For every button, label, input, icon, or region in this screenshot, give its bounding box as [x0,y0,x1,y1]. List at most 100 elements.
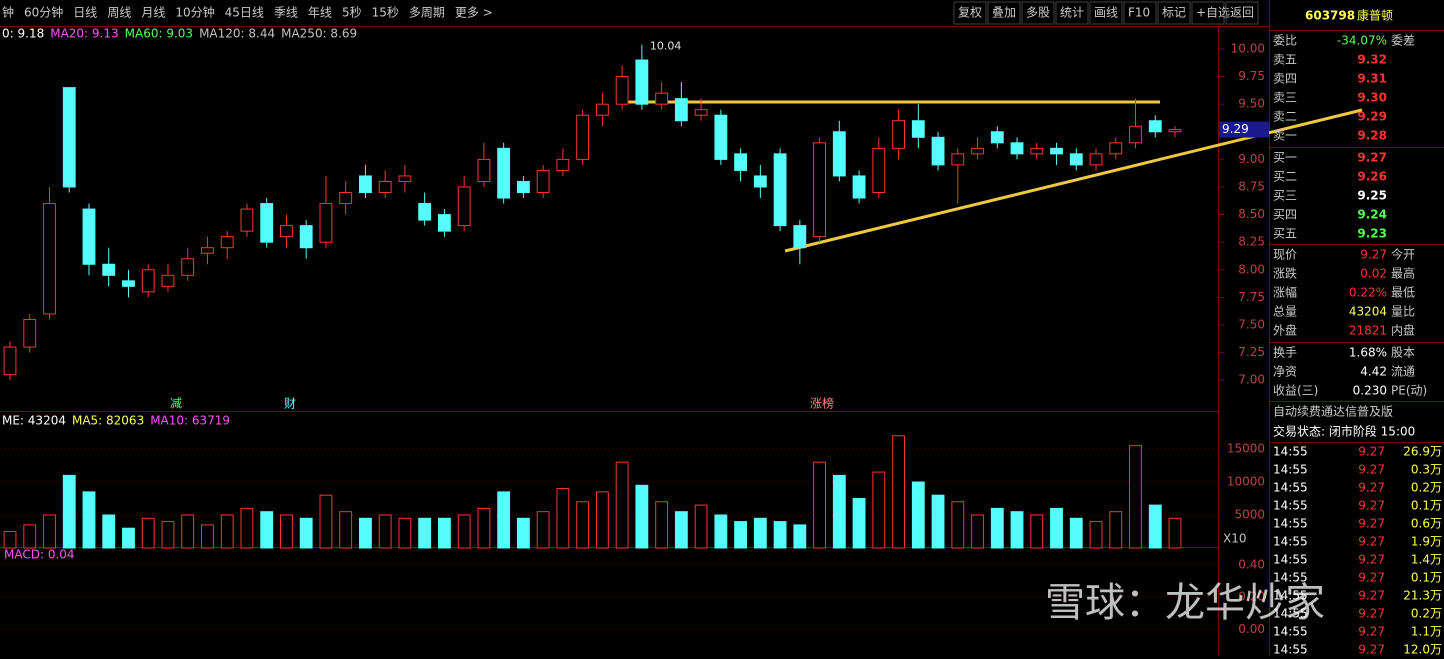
volume-bar [497,491,511,549]
volume-bar [477,507,491,549]
candle-body [694,109,708,116]
toolbar-button-label[interactable]: 标记 [1162,6,1186,20]
watermark: 雪球：龙华炒家 [1045,580,1325,626]
toolbar-button-label[interactable]: 统计 [1060,6,1084,20]
volume-bar [852,497,866,549]
toolbar-button[interactable] [953,1,987,25]
trade-volume: 1.9万 [1411,535,1442,549]
toolbar-item: 月线 [141,6,165,20]
ratio-value: -34.07% [1337,34,1387,48]
volume-bar [1030,514,1044,549]
trade-price: 9.27 [1358,625,1385,639]
toolbar-button[interactable] [1055,1,1089,25]
volume-label: MA5: 82063 [72,414,144,428]
volume-bar [280,514,293,549]
toolbar-button-label[interactable]: +自选 [1196,6,1230,20]
toolbar-button[interactable] [1157,1,1191,25]
y-tick-label: 10.00 [1231,41,1265,55]
trade-time: 14:55 [1273,643,1308,656]
candle-body [852,175,866,199]
trade-price: 9.27 [1358,445,1385,459]
toolbar-item: 15秒 [372,6,399,20]
candle-body [497,147,511,199]
volume-bar [734,521,748,549]
volume-bar [655,501,669,549]
volume-bar [872,471,886,549]
volume-tick-label: 5000 [1234,507,1265,521]
y-tick-label: 9.50 [1238,97,1265,111]
candle-body [595,103,609,116]
toolbar-button-label[interactable]: 画线 [1094,6,1118,20]
toolbar-button[interactable] [1123,1,1157,25]
toolbar-button-label[interactable]: 叠加 [992,6,1016,20]
current-price-label: 9.29 [1222,122,1249,136]
trade-time: 14:55 [1273,553,1308,567]
candle-body [832,131,846,177]
ask-price: 9.29 [1357,110,1387,124]
quote-label: 总量 [1273,305,1297,319]
toolbar-item: 5秒 [342,6,362,20]
volume-bar [951,501,965,549]
ma-label: MA120: 8.44 [199,27,275,41]
toolbar-button[interactable] [1021,1,1055,25]
toolbar-button[interactable] [1191,1,1225,25]
candle-body [280,225,293,238]
volume-bar [615,461,629,549]
volume-label: ME: 43204 [2,414,66,428]
candle-body [319,203,333,243]
candle-body [971,147,984,155]
candle-body [181,258,195,276]
candle-body [635,59,649,105]
toolbar-button-label[interactable]: 复权 [958,6,982,20]
candle-body [911,120,925,138]
candle-body [23,318,37,348]
candle-body [102,263,116,276]
toolbar-item: 10分钟 [175,5,214,20]
candle-body [240,208,254,232]
trade-time: 14:55 [1273,571,1308,585]
volume-bar [319,494,333,549]
trade-volume: 0.2万 [1411,607,1442,621]
volume-label: MA10: 63719 [150,414,230,428]
status: 交易状态: 闭市阶段 15:00 [1273,424,1415,439]
candle-body [398,175,412,182]
info-label: 收益(三) [1273,384,1318,398]
volume-bar [536,511,550,549]
bid-label: 买三 [1273,189,1297,203]
toolbar-button-label[interactable]: 多股 [1026,6,1050,20]
volume-bar [398,517,412,549]
toolbar-button-label[interactable]: F10 [1128,6,1150,20]
volume-bar [260,511,274,549]
stock-name: 康普顿 [1357,8,1393,23]
macd-tick-label: 0.40 [1238,558,1265,572]
toolbar-button[interactable] [1089,1,1123,25]
toolbar-button-label[interactable]: 返回 [1230,6,1254,20]
candle-body [378,180,392,194]
volume-bar [674,511,688,549]
quote-label: 涨幅 [1273,285,1297,300]
candle-body [1069,153,1083,166]
info-label: PE(动) [1391,384,1427,398]
toolbar-button[interactable] [987,1,1021,25]
bid-price: 9.25 [1357,189,1387,203]
volume-bar [82,491,96,549]
trade-volume: 26.9万 [1403,445,1442,459]
trade-price: 9.27 [1358,553,1385,567]
macd-tick-label: 0.00 [1238,622,1265,636]
quote-label: 最高 [1391,266,1415,281]
y-tick-label: 7.00 [1238,373,1265,387]
trade-price: 9.27 [1358,589,1385,603]
event-marker: 涨榜 [810,396,834,411]
candle-body [299,225,313,249]
trade-volume: 1.1万 [1411,625,1442,639]
trade-volume: 0.1万 [1411,499,1442,513]
volume-bar [141,517,155,549]
volume-bar [635,484,649,549]
toolbar-button[interactable] [1225,1,1259,25]
volume-bar [43,514,56,549]
trade-price: 9.27 [1358,571,1385,585]
bid-label: 买二 [1273,170,1297,184]
trade-time: 14:55 [1273,481,1308,495]
volume-bar [359,517,372,549]
